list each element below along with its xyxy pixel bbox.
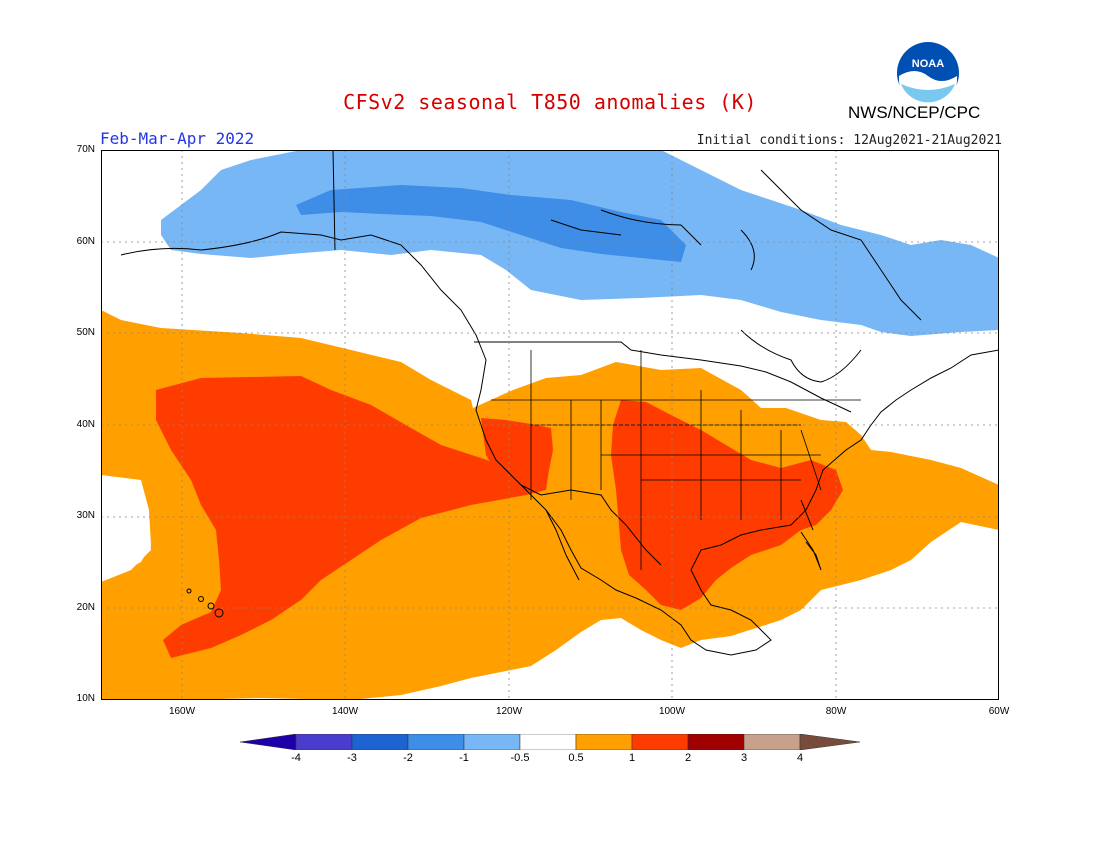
lon-label-60w: 60W bbox=[988, 706, 1010, 717]
colorbar-swatch-gt-4 bbox=[799, 734, 861, 750]
lat-label-50n: 50N bbox=[76, 327, 95, 338]
colorbar-swatch-2-1 bbox=[407, 734, 465, 750]
neutral-west-region bbox=[101, 475, 151, 580]
colorbar-swatch-1-05 bbox=[463, 734, 521, 750]
lat-label-30n: 30N bbox=[76, 510, 95, 521]
colorbar-swatch-3-2 bbox=[351, 734, 409, 750]
anomaly-map bbox=[101, 150, 999, 700]
colorbar-label-m3: -3 bbox=[347, 752, 357, 764]
colorbar-swatch-neutral bbox=[519, 734, 577, 750]
gridlines bbox=[101, 150, 999, 700]
colorbar-label-p3: 3 bbox=[740, 752, 748, 764]
lon-label-120w: 120W bbox=[495, 706, 523, 717]
colorbar bbox=[240, 734, 861, 750]
colorbar-label-m4: -4 bbox=[291, 752, 301, 764]
lon-label-140w: 140W bbox=[331, 706, 359, 717]
strong-warm-us-region bbox=[611, 400, 843, 610]
colorbar-swatch-4-3 bbox=[295, 734, 353, 750]
colorbar-label-m2: -2 bbox=[403, 752, 413, 764]
noaa-logo: NOAA bbox=[895, 40, 961, 110]
lon-label-100w: 100W bbox=[658, 706, 686, 717]
colorbar-swatch-2-3 bbox=[687, 734, 745, 750]
lat-label-70n: 70N bbox=[76, 144, 95, 155]
colorbar-swatch-3-4 bbox=[743, 734, 801, 750]
colorbar-label-p1: 1 bbox=[628, 752, 636, 764]
colorbar-label-p05: 0.5 bbox=[568, 752, 584, 764]
colorbar-label-m05: -0.5 bbox=[510, 752, 530, 764]
chart-title: CFSv2 seasonal T850 anomalies (K) bbox=[343, 90, 757, 114]
strong-cool-region bbox=[296, 185, 686, 262]
colorbar-swatch-1-2 bbox=[631, 734, 689, 750]
lon-label-80w: 80W bbox=[825, 706, 847, 717]
colorbar-swatch-05-1 bbox=[575, 734, 633, 750]
colorbar-label-m1: -1 bbox=[459, 752, 469, 764]
state-borders bbox=[491, 350, 861, 570]
lat-label-60n: 60N bbox=[76, 236, 95, 247]
lat-label-20n: 20N bbox=[76, 602, 95, 613]
lat-label-40n: 40N bbox=[76, 419, 95, 430]
colorbar-swatch-lt-4 bbox=[240, 734, 297, 750]
strong-warm-pacific-region bbox=[156, 376, 546, 658]
lon-label-160w: 160W bbox=[168, 706, 196, 717]
agency-label: NWS/NCEP/CPC bbox=[848, 103, 981, 122]
strong-warm-california-region bbox=[481, 418, 553, 490]
lat-label-10n: 10N bbox=[76, 693, 95, 704]
hawaii-islands bbox=[186, 588, 224, 618]
colorbar-label-p4: 4 bbox=[796, 752, 804, 764]
season-label: Feb-Mar-Apr 2022 bbox=[100, 129, 255, 148]
colorbar-label-p2: 2 bbox=[684, 752, 692, 764]
initial-conditions-label: Initial conditions: 12Aug2021-21Aug2021 bbox=[696, 133, 1002, 148]
noaa-logo-text: NOAA bbox=[912, 58, 944, 70]
coastlines bbox=[120, 150, 999, 656]
